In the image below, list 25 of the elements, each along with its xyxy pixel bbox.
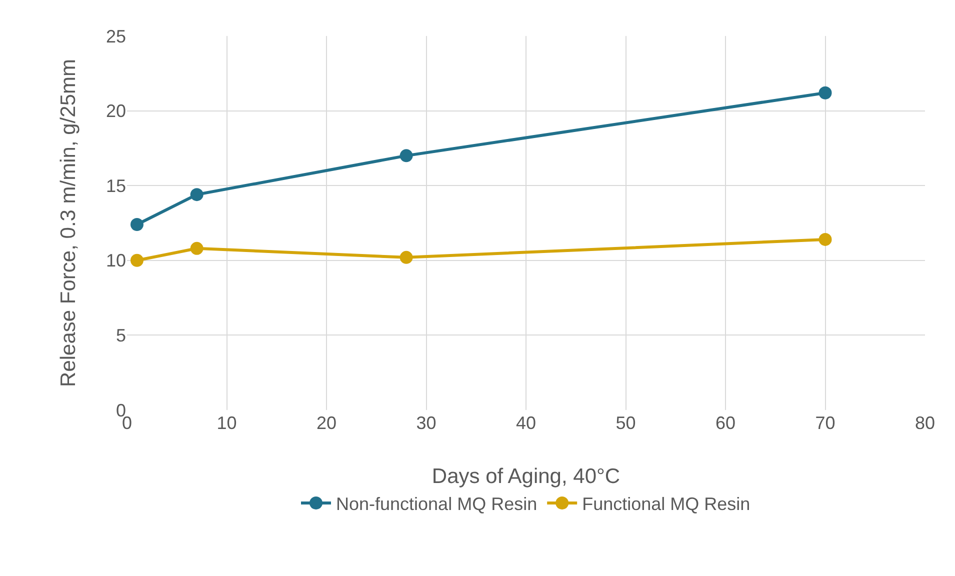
x-tick-label: 20 — [316, 413, 337, 433]
x-axis-title: Days of Aging, 40°C — [432, 465, 620, 488]
y-tick-label: 25 — [106, 26, 126, 46]
y-tick-label: 10 — [106, 250, 126, 271]
point — [818, 232, 832, 246]
x-tick-label: 40 — [516, 413, 536, 433]
y-axis-title: Release Force, 0.3 m/min, g/25mm — [57, 59, 80, 387]
x-tick-label: 80 — [914, 413, 936, 433]
point — [818, 86, 832, 100]
point — [190, 188, 204, 202]
point — [130, 254, 144, 267]
point — [190, 242, 204, 255]
y-tick-label: 20 — [106, 101, 126, 122]
y-tick-label: 5 — [116, 326, 126, 346]
x-tick-label: 60 — [715, 413, 736, 433]
x-tick-label: 50 — [616, 413, 636, 433]
x-tick-label: 30 — [416, 413, 436, 433]
x-tick-label: 10 — [216, 413, 237, 433]
legend-label: Functional MQ Resin — [582, 494, 750, 514]
point — [400, 250, 413, 264]
legend-label: Non-functional MQ Resin — [336, 494, 538, 514]
x-tick-label: 70 — [815, 413, 836, 433]
point — [130, 218, 144, 231]
point — [400, 149, 413, 162]
y-tick-label: 15 — [106, 176, 126, 196]
